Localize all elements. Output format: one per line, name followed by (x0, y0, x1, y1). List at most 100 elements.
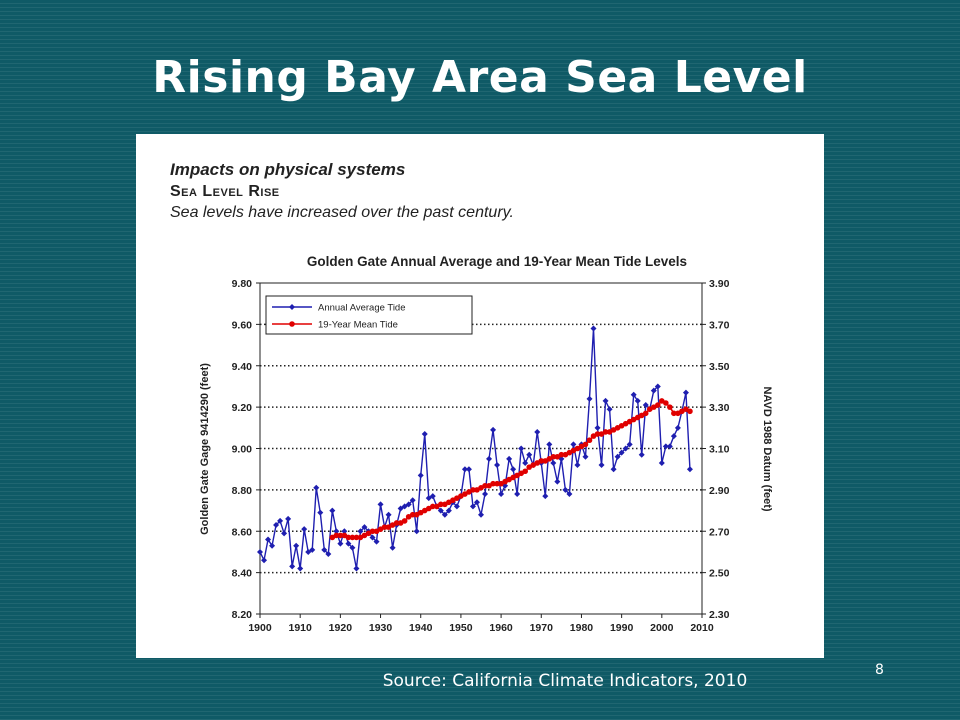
annual-tide-point (478, 511, 484, 518)
annual-tide-point (389, 544, 396, 551)
y-tick-label: 9.80 (232, 278, 253, 290)
annual-tide-point (337, 540, 344, 547)
annual-tide-point (586, 395, 593, 402)
mean-tide-point (353, 534, 360, 541)
annual-tide-point (301, 526, 308, 533)
annual-tide-point (594, 424, 601, 431)
annual-tide-point (622, 445, 629, 452)
annual-tide-point (309, 546, 316, 553)
y-tick-label: 9.00 (232, 444, 253, 456)
annual-tide-point (498, 491, 505, 498)
annual-tide-point (469, 503, 476, 510)
x-tick-label: 1960 (489, 622, 513, 634)
annual-tide-point (413, 528, 420, 535)
annual-tide-point (674, 424, 681, 431)
annual-tide-point (349, 544, 356, 551)
legend-marker (289, 304, 295, 310)
annual-tide-point (333, 528, 340, 535)
annual-tide-point (305, 548, 312, 555)
y-tick-label: 8.60 (232, 526, 253, 538)
annual-tide-point (634, 397, 641, 404)
annual-tide-point (614, 453, 621, 460)
y2-tick-label: 3.50 (709, 361, 730, 373)
x-tick-label: 1970 (530, 622, 554, 634)
annual-tide-point (397, 505, 404, 512)
mean-tide-point (490, 480, 496, 487)
mean-tide-point (494, 480, 500, 487)
legend-box (265, 295, 473, 335)
annual-tide-point (353, 565, 360, 572)
annual-tide-point (425, 495, 432, 502)
annual-tide-point (686, 466, 693, 473)
mean-tide-point (671, 410, 677, 417)
mean-tide-point (522, 468, 528, 475)
y2-tick-label: 3.70 (709, 319, 730, 331)
y2-tick-label: 2.30 (709, 609, 730, 621)
mean-tide-point (401, 518, 408, 524)
mean-tide-point (586, 437, 593, 444)
series-annual-average-tide (257, 325, 693, 572)
y-tick-label: 8.20 (232, 609, 253, 621)
annual-tide-point (257, 548, 263, 555)
annual-tide-point (361, 524, 368, 531)
y-tick-label: 8.40 (232, 568, 253, 580)
source-caption: Source: California Climate Indicators, 2… (382, 671, 748, 691)
annual-tide-point (277, 517, 284, 524)
grid-lines (260, 323, 702, 574)
annual-tide-point (526, 451, 533, 458)
x-tick-label: 1910 (289, 622, 313, 634)
y2-axis-label: NAVD 1988 Datum (feet) (761, 386, 773, 511)
mean-tide-point (429, 503, 436, 510)
annual-tide-point (341, 528, 348, 535)
y-axis-right: 2.30 2.50 2.70 2.90 3.10 3.30 3.50 3.70 3.90 (702, 278, 730, 621)
x-tick-label: 1980 (570, 622, 594, 634)
annual-tide-point (534, 428, 541, 435)
annual-tide-point (518, 445, 525, 452)
annual-tide-point (453, 503, 460, 510)
annual-tide-point (429, 493, 436, 500)
annual-tide-point (405, 501, 412, 508)
annual-tide-point (610, 466, 617, 473)
mean-tide-point (655, 402, 661, 408)
annual-tide-point (329, 507, 336, 514)
figure-header-line3: Sea levels have increased over the past … (170, 204, 514, 221)
annual-tide-point (317, 509, 324, 516)
y-tick-label: 9.40 (232, 361, 253, 373)
annual-tide-point (670, 433, 677, 440)
annual-tide-point (602, 397, 609, 404)
annual-tide-point (650, 387, 657, 394)
annual-tide-point (542, 493, 549, 500)
legend: Annual Average Tide 19-Year Mean Tide (265, 295, 473, 335)
figure-header-line2: Sea Level Rise (170, 183, 280, 200)
mean-tide-point (667, 404, 673, 410)
annual-tide-point (598, 462, 605, 469)
annual-tide-point (401, 503, 408, 510)
annual-tide-point (682, 389, 689, 396)
annual-tide-point (325, 551, 332, 558)
annual-tide-point (626, 441, 633, 448)
annual-tide-point (618, 449, 625, 456)
annual-tide-point (289, 563, 296, 570)
mean-tide-point (663, 400, 669, 406)
annual-tide-point (293, 542, 300, 549)
mean-tide-point (349, 534, 356, 541)
mean-tide-point (345, 534, 352, 541)
annual-tide-point (377, 501, 384, 508)
series-layer (257, 325, 693, 572)
annual-tide-point (574, 462, 581, 469)
annual-tide-point (373, 538, 380, 545)
y-tick-label: 9.20 (232, 402, 253, 414)
y-tick-label: 9.60 (232, 319, 253, 331)
mean-tide-point (550, 453, 557, 460)
y2-tick-label: 3.90 (709, 278, 730, 290)
annual-tide-point (582, 453, 589, 460)
x-tick-label: 1900 (248, 622, 272, 634)
page-number: 8 (875, 662, 884, 678)
series-19-year-mean-tide (329, 398, 693, 541)
mean-tide-point (482, 482, 488, 489)
mean-tide-point (381, 524, 388, 530)
y-axis-label: Golden Gate Gage 9414290 (feet) (199, 363, 211, 535)
annual-tide-point (562, 486, 569, 493)
annual-tide-point (321, 546, 328, 553)
x-tick-label: 1930 (369, 622, 393, 634)
